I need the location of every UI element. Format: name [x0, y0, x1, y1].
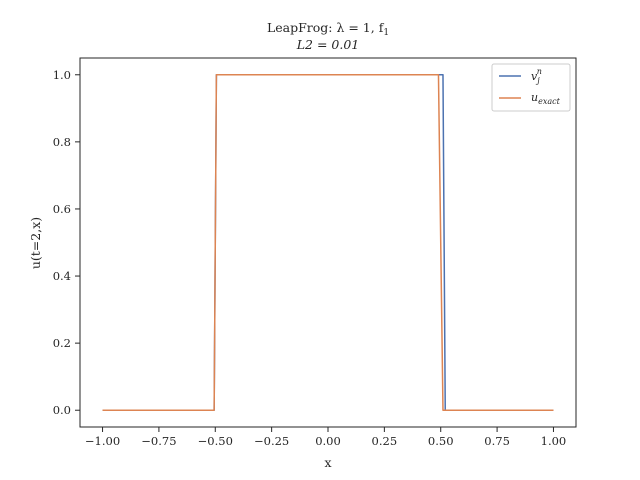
chart-title-line2: L2 = 0.01	[296, 37, 360, 52]
axes-frame	[79, 57, 577, 428]
legend: vjn uexact	[491, 63, 571, 112]
y-axis-ticks: 0.0 0.2 0.4 0.6 0.8 1.0	[53, 68, 80, 417]
chart-title-line1: LeapFrog: λ = 1, f1	[267, 20, 389, 38]
x-tick-label: 0.25	[372, 434, 398, 448]
x-tick-label: 0.50	[428, 434, 454, 448]
x-tick-label: 0.00	[315, 434, 341, 448]
y-tick-label: 0.8	[53, 135, 71, 149]
legend-entry-vjn: vjn	[531, 67, 542, 85]
x-tick-label: 0.75	[484, 434, 510, 448]
x-tick-label: 1.00	[541, 434, 567, 448]
y-tick-label: 0.0	[53, 403, 71, 417]
y-tick-label: 0.4	[53, 269, 71, 283]
chart-title: LeapFrog: λ = 1, f1 L2 = 0.01	[267, 20, 389, 52]
x-tick-label: −0.25	[254, 434, 289, 448]
series-line-vjn	[102, 74, 554, 411]
x-tick-label: −0.75	[141, 434, 176, 448]
series-line-uexact	[102, 74, 554, 411]
y-tick-label: 1.0	[53, 68, 71, 82]
x-axis-ticks: −1.00 −0.75 −0.50 −0.25 0.00 0.25 0.50 0.75 1.00	[85, 427, 566, 448]
y-tick-label: 0.2	[53, 336, 71, 350]
legend-entry-uexact: uexact	[531, 91, 561, 106]
y-tick-label: 0.6	[53, 202, 71, 216]
y-axis-label: u(t=2,x)	[28, 217, 43, 269]
plot-area	[102, 74, 554, 411]
x-axis-label: x	[324, 455, 331, 470]
x-tick-label: −1.00	[85, 434, 120, 448]
x-tick-label: −0.50	[198, 434, 233, 448]
